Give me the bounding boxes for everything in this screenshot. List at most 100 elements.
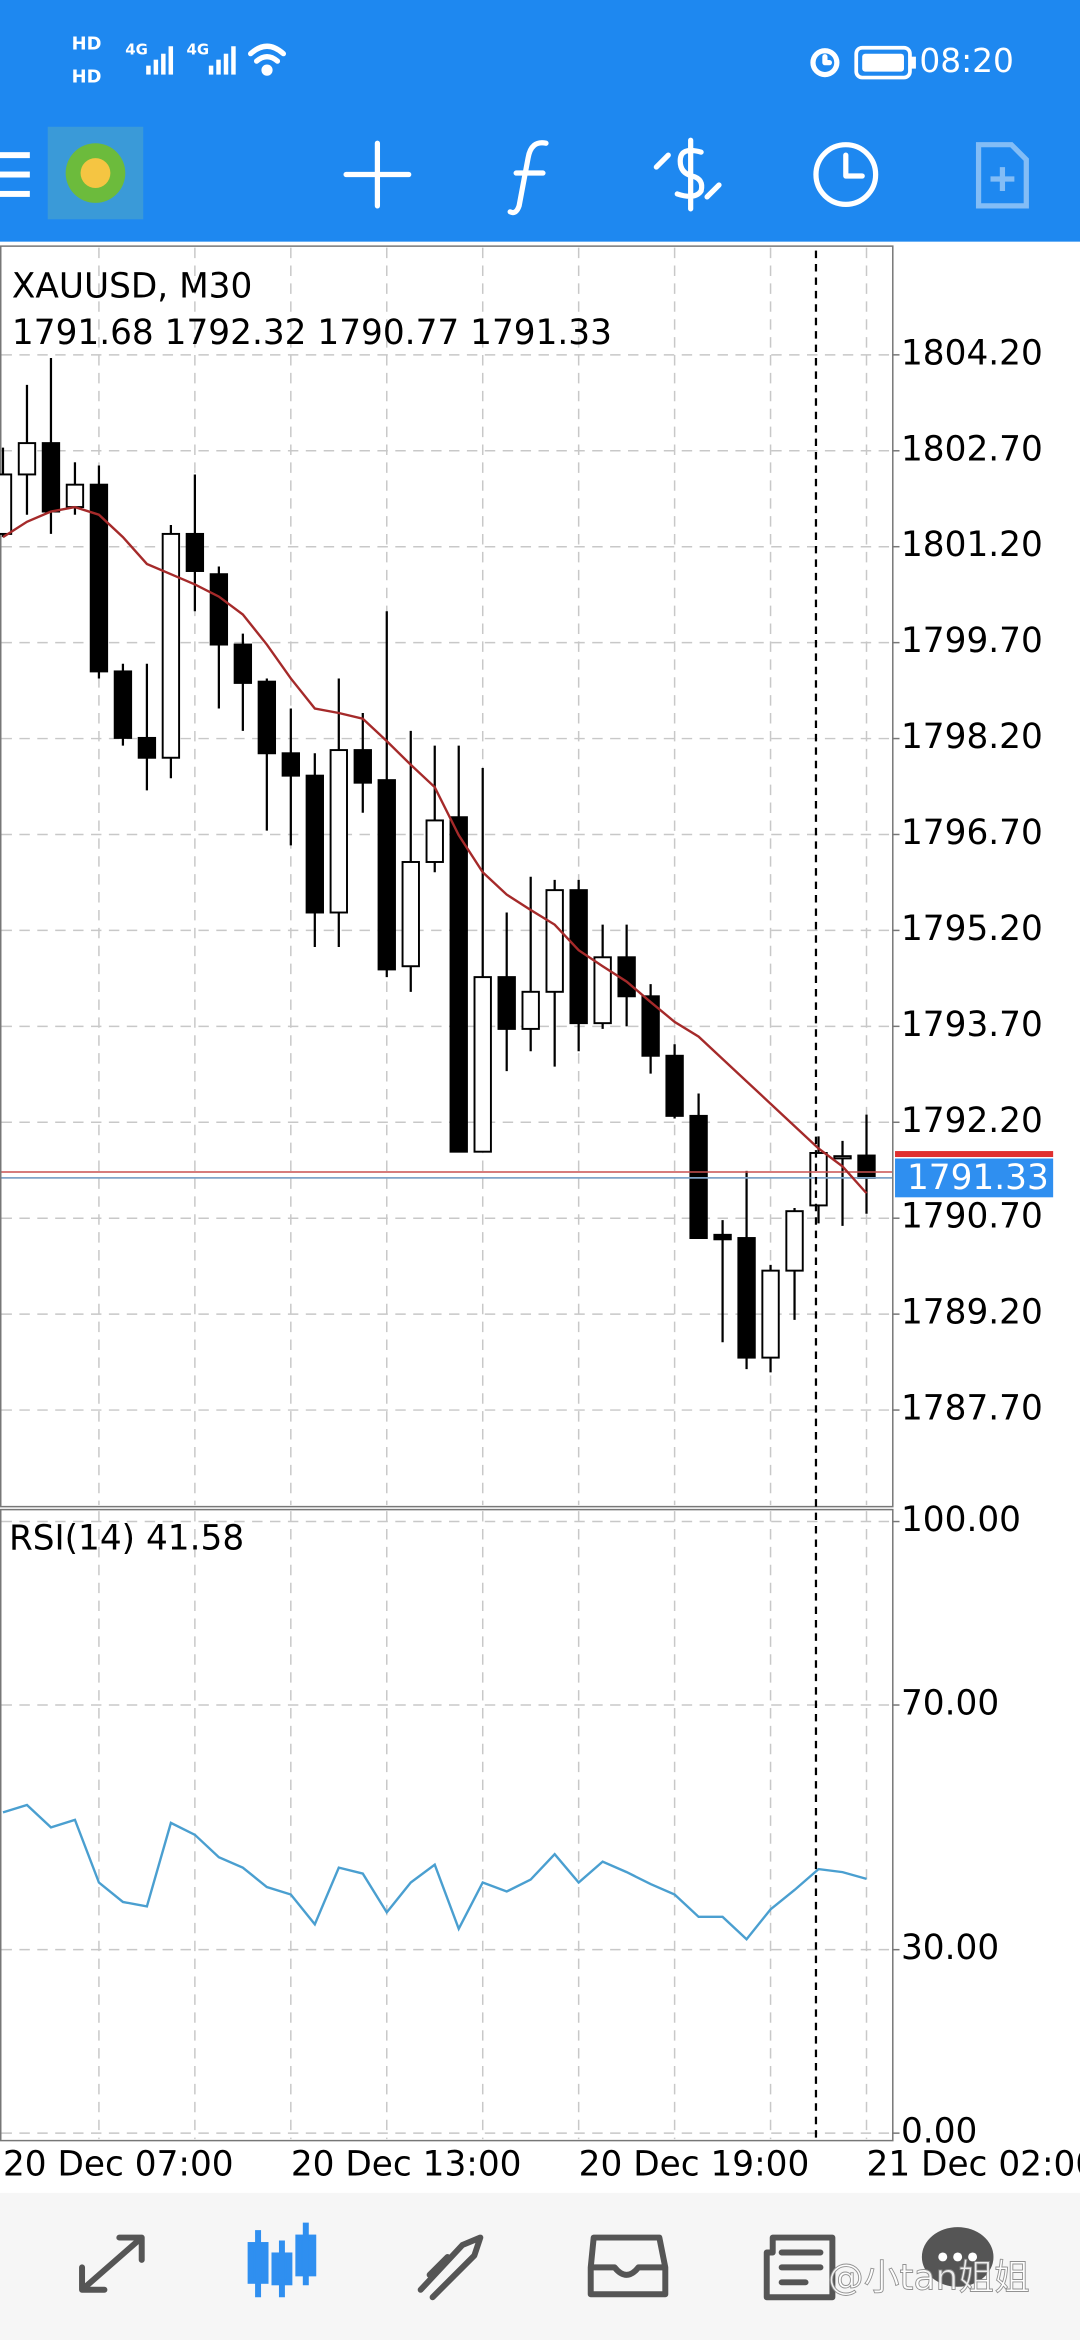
candle-body xyxy=(809,1152,828,1207)
rsi-pane xyxy=(0,1508,894,2142)
candle-body xyxy=(257,680,277,755)
watermark: @小tan姐姐 xyxy=(828,2257,1030,2298)
candle-body xyxy=(113,670,133,739)
y-tick-label: 1789.20 xyxy=(901,1293,1043,1333)
candle-body xyxy=(761,1269,780,1359)
x-tick-label: 21 Dec 02:00 xyxy=(867,2144,1080,2184)
x-tick-label: 20 Dec 19:00 xyxy=(579,2144,810,2184)
history-button[interactable] xyxy=(813,142,879,207)
status-hd: HD xyxy=(72,34,102,55)
chat-tab[interactable] xyxy=(921,2227,994,2287)
y-tick-label: 1802.70 xyxy=(901,429,1043,469)
y-tick-label: 1796.70 xyxy=(901,813,1043,853)
y-tick-label: 1798.20 xyxy=(901,717,1043,757)
x-tick-label: 20 Dec 13:00 xyxy=(291,2144,522,2184)
candle-body xyxy=(521,990,540,1030)
y-tick-label: 0.00 xyxy=(901,2112,977,2152)
ohlc-open: 1791.68 xyxy=(12,313,154,353)
candle-body xyxy=(0,473,13,535)
candle-body xyxy=(713,1233,732,1241)
candle-body xyxy=(89,483,109,673)
status-hd: HD xyxy=(72,67,102,88)
candle-body xyxy=(689,1114,708,1239)
y-tick-label: 1801.20 xyxy=(901,525,1043,565)
candle-body xyxy=(377,779,396,971)
candle-body xyxy=(281,752,300,777)
signal-icons xyxy=(146,46,236,75)
ask-marker xyxy=(895,1151,1054,1158)
price-tag-label: 1791.33 xyxy=(907,1158,1049,1198)
candle-body xyxy=(569,889,588,1025)
y-tick-label: 1792.20 xyxy=(901,1101,1043,1141)
y-tick-label: 1795.20 xyxy=(901,909,1043,949)
candle-body xyxy=(209,573,229,646)
alarm-icon xyxy=(810,48,840,78)
status-net: 4G xyxy=(186,41,209,59)
rsi-value: 41.58 xyxy=(146,1518,244,1558)
rsi-title: RSI(14) 41.58 xyxy=(9,1518,244,1558)
candle-body xyxy=(161,532,181,759)
candle-body xyxy=(185,532,205,572)
ohlc-readout: 1791.68 1792.32 1790.77 1791.33 xyxy=(12,313,612,353)
news-tab[interactable] xyxy=(763,2234,836,2301)
y-tick-label: 1804.20 xyxy=(901,333,1043,373)
candle-body xyxy=(449,816,468,1153)
price-tag xyxy=(895,1158,1054,1198)
y-tick-label: 1787.70 xyxy=(901,1389,1043,1429)
chart-tab[interactable] xyxy=(247,2222,317,2298)
y-tick-label: 70.00 xyxy=(901,1684,999,1724)
price-pane xyxy=(0,245,894,1508)
y-tick-label: 30.00 xyxy=(901,1928,999,1968)
candle-body xyxy=(785,1210,804,1272)
new-order-button[interactable] xyxy=(975,142,1029,209)
candle-body xyxy=(857,1154,876,1179)
y-tick-label: 1799.70 xyxy=(901,621,1043,661)
chart-layer: 1787.70 1789.20 1790.70 1792.20 1793.70 1795.… xyxy=(0,247,1080,2184)
battery-icon xyxy=(854,45,916,80)
trade-button[interactable] xyxy=(653,137,722,212)
x-tick-label: 20 Dec 07:00 xyxy=(3,2144,234,2184)
candle-body xyxy=(401,861,420,968)
crosshair-button[interactable] xyxy=(343,140,412,209)
y-tick-label: 1790.70 xyxy=(901,1197,1043,1237)
series-line xyxy=(2,1803,867,1941)
history-tab[interactable] xyxy=(587,2234,669,2298)
quotes-tab[interactable] xyxy=(79,2234,145,2293)
candle-body xyxy=(593,956,612,1025)
y-tick-label: 100.00 xyxy=(901,1500,1021,1540)
candle-body xyxy=(17,442,37,476)
candle-body xyxy=(665,1054,684,1117)
candle-body xyxy=(641,995,660,1057)
series-line xyxy=(2,505,868,1195)
candle-body xyxy=(329,749,348,914)
candle-body xyxy=(473,976,492,1153)
menu-button[interactable] xyxy=(0,152,30,197)
candle-body xyxy=(497,976,516,1030)
y-tick-label: 1793.70 xyxy=(901,1005,1043,1045)
candle-body xyxy=(65,483,85,509)
candle-body xyxy=(137,736,157,759)
wifi-icon xyxy=(247,43,287,76)
ohlc-close: 1791.33 xyxy=(470,313,612,353)
candle-body xyxy=(233,643,253,684)
symbol-title: XAUUSD, M30 xyxy=(12,266,252,306)
app-bar xyxy=(0,0,1080,242)
trade-tab[interactable] xyxy=(417,2234,484,2301)
candle-body xyxy=(833,1155,852,1160)
candle-body xyxy=(425,819,444,863)
status-time: 08:20 xyxy=(919,42,1014,80)
ohlc-high: 1792.32 xyxy=(165,313,307,353)
candle-body xyxy=(305,774,324,914)
status-net: 4G xyxy=(125,41,148,59)
candle-body xyxy=(41,442,61,513)
indicator-button[interactable] xyxy=(507,140,549,216)
app-logo[interactable] xyxy=(47,126,144,220)
candle-body xyxy=(737,1237,756,1359)
bottom-nav xyxy=(0,2192,1080,2340)
candle-body xyxy=(353,749,372,784)
ohlc-low: 1790.77 xyxy=(317,313,459,353)
rsi-name: RSI(14) xyxy=(9,1518,135,1558)
candle-body xyxy=(545,889,564,993)
